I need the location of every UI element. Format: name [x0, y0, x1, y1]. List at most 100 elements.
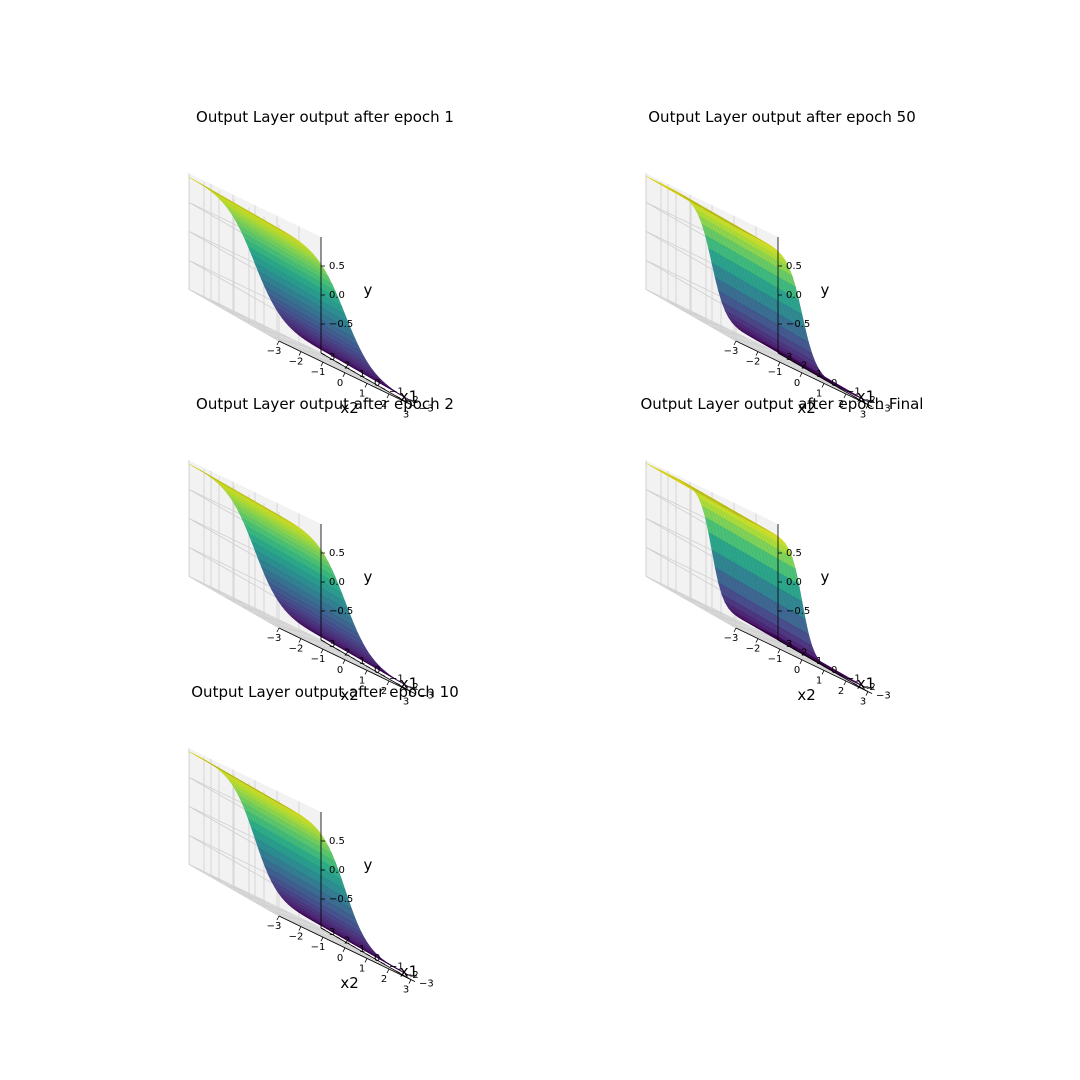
surface-mesh-line [188, 463, 322, 637]
x1-tick [852, 395, 858, 399]
surface [645, 176, 869, 402]
surface-mesh-line [203, 185, 337, 359]
surface-mesh-line [657, 469, 790, 644]
surface-mesh-line [732, 512, 865, 687]
x1-tick-label: 1 [816, 656, 822, 667]
surface-mesh-line [668, 475, 801, 651]
surface-mesh-line [207, 762, 340, 936]
y-axis-label: y [821, 281, 830, 299]
x1-axis-label: x1 [857, 675, 875, 693]
gridline [188, 864, 322, 929]
surface-mesh-line [226, 198, 359, 371]
x1-tick-label: 1 [359, 369, 365, 380]
surface-mesh-line [267, 222, 400, 395]
y-tick-label: 0.5 [329, 548, 345, 559]
surface-mesh-line [263, 219, 397, 393]
x1-tick [335, 361, 341, 364]
x2-tick-label: 1 [359, 675, 365, 686]
surface-mesh-line [709, 499, 842, 674]
surface-mesh-line [230, 774, 363, 949]
x1-tick-label: −1 [389, 673, 404, 684]
y-tick-label: −0.5 [329, 319, 353, 330]
surface-mesh-line [702, 208, 835, 383]
surface-mesh-line [271, 798, 404, 973]
x2-tick [386, 680, 390, 686]
surface-mesh-line [649, 178, 782, 353]
x1-tick-label: −3 [876, 691, 891, 702]
surface-mesh-line [222, 770, 355, 945]
x2-tick-label: −1 [768, 367, 783, 378]
x2-tick [364, 670, 368, 675]
x2-tick [843, 393, 847, 399]
y-tick-label: −0.5 [786, 319, 810, 330]
surface-mesh-line [200, 183, 333, 356]
y-tick-label: 0.5 [786, 261, 802, 272]
x2-axis-label: x2 [340, 686, 358, 704]
surface-mesh-line [720, 219, 854, 394]
subplot-epoch-10: Output Layer output after epoch 10 −3 −2−… [160, 683, 490, 996]
x1-tick [777, 352, 783, 356]
x2-tick-label: −2 [746, 357, 761, 368]
x2-tick-label: 0 [337, 665, 343, 676]
x1-tick [852, 682, 858, 686]
surface-mesh-line [215, 191, 348, 365]
surface-mesh-line [664, 473, 797, 649]
x2-tick [755, 351, 759, 356]
surface-mesh-line [237, 491, 370, 665]
x2-tick [320, 937, 324, 942]
x2-tick-label: 3 [860, 697, 866, 708]
x1-tick [822, 665, 828, 669]
x2-axis-label: x2 [340, 974, 358, 992]
x2-tick [799, 659, 803, 664]
surface-mesh-line [690, 201, 824, 377]
x1-tick [822, 378, 828, 382]
x2-tick [755, 638, 759, 643]
surface-mesh-line [196, 755, 329, 930]
x1-tick [395, 970, 401, 974]
x2-tick-label: −1 [311, 654, 326, 665]
gridlines [188, 173, 412, 405]
surface-mesh-line [260, 504, 393, 678]
surface-mesh-line [192, 465, 325, 639]
gridline [755, 342, 847, 395]
surface-mesh-line [275, 226, 408, 399]
x1-tick [867, 404, 873, 407]
x1-tick-label: −2 [404, 970, 419, 981]
surface-mesh-line [687, 486, 820, 661]
surface-mesh-line [728, 510, 861, 685]
x1-tick [335, 648, 341, 651]
x1-tick [380, 674, 386, 677]
x1-tick-label: 3 [329, 927, 335, 938]
x1-tick-label: 2 [801, 648, 807, 659]
x2-tick [386, 968, 390, 974]
y-tick-label: 0.0 [786, 290, 802, 301]
x1-tick-label: −2 [404, 682, 419, 693]
x1-tick-label: 1 [359, 656, 365, 667]
surface-mesh-line [207, 187, 340, 361]
x2-tick [386, 393, 390, 399]
surface-mesh-line [735, 514, 869, 689]
x2-axis-label: x2 [797, 686, 815, 704]
x2-tick [276, 627, 280, 633]
surface-mesh-line [230, 200, 363, 374]
x2-tick [364, 383, 368, 388]
surface-mesh-line [248, 211, 382, 384]
surface-mesh-line [245, 495, 378, 669]
x2-tick [298, 351, 302, 356]
surface-mesh-line [237, 779, 370, 954]
surface-mesh-line [653, 180, 786, 355]
y-axis-label: y [364, 568, 373, 586]
x1-tick [837, 387, 843, 390]
x1-tick-label: −1 [846, 673, 861, 684]
x1-tick [380, 962, 386, 965]
x1-tick-label: 0 [374, 953, 380, 964]
x2-tick-label: 0 [337, 378, 343, 389]
x1-tick [395, 682, 401, 686]
surface-mesh-line [248, 498, 382, 672]
x2-tick [843, 680, 847, 686]
surface-mesh-line [683, 484, 816, 659]
x1-tick-label: −2 [861, 682, 876, 693]
